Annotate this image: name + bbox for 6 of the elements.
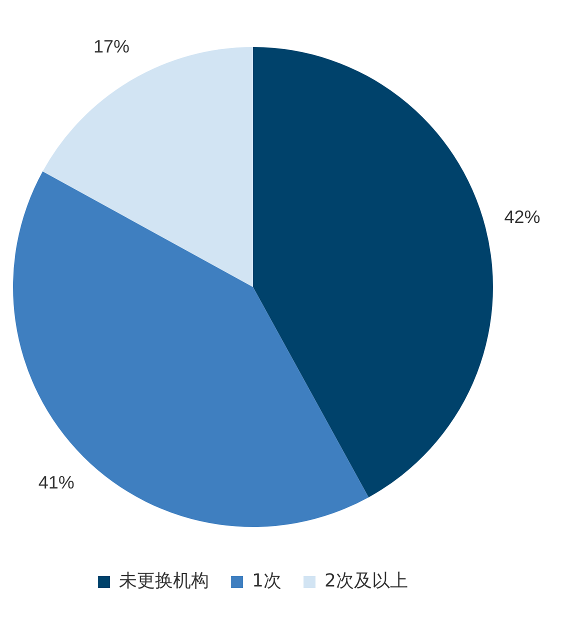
data-label: 17% bbox=[93, 36, 130, 57]
data-label: 41% bbox=[38, 472, 74, 493]
legend-label: 2次及以上 bbox=[324, 570, 408, 592]
legend-label: 未更换机构 bbox=[119, 570, 210, 592]
data-label: 42% bbox=[504, 206, 540, 227]
legend-label: 1次 bbox=[252, 570, 282, 592]
